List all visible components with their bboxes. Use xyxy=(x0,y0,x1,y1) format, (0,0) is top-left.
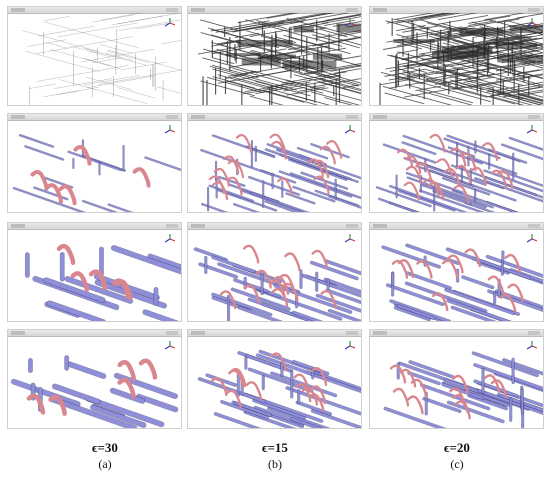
captions: ϵ=30 (a) ϵ=15 (b) ϵ=20 (c) xyxy=(0,440,550,476)
pipe-segments xyxy=(10,355,179,428)
axis-triad-icon xyxy=(527,341,537,350)
viewer-toolbar xyxy=(370,223,543,230)
toolbar-tab[interactable] xyxy=(11,115,25,119)
toolbar-tab[interactable] xyxy=(191,224,205,228)
wireframe-mesh xyxy=(379,13,543,105)
viewport-original-mesh-c[interactable] xyxy=(369,6,544,106)
toolbar-tab[interactable] xyxy=(11,224,25,228)
toolbar-tab[interactable] xyxy=(191,8,205,12)
pipe-segments xyxy=(383,351,543,428)
toolbar-controls[interactable] xyxy=(528,224,540,228)
toolbar-tab[interactable] xyxy=(373,115,387,119)
pipe-segments xyxy=(200,133,361,212)
axis-triad-icon xyxy=(527,234,537,243)
pipe-segments xyxy=(193,244,361,321)
toolbar-tab[interactable] xyxy=(373,8,387,12)
wireframe-mesh xyxy=(197,13,361,105)
toolbar-tab[interactable] xyxy=(11,8,25,12)
axis-triad-icon xyxy=(165,18,175,27)
axis-triad-icon xyxy=(527,125,537,134)
viewer-toolbar xyxy=(188,223,361,230)
viewport-cylinder-fit-a[interactable] xyxy=(7,222,182,322)
toolbar-controls[interactable] xyxy=(528,331,540,335)
toolbar-controls[interactable] xyxy=(346,331,358,335)
caption-label-c: (c) xyxy=(450,457,464,471)
pipe-segments xyxy=(12,133,181,212)
viewer-toolbar xyxy=(8,7,181,14)
caption-epsilon-a: ϵ=30 xyxy=(92,440,118,455)
viewer-toolbar xyxy=(8,114,181,121)
viewer-toolbar xyxy=(370,114,543,121)
pipe-segments xyxy=(197,349,361,428)
scene-render xyxy=(381,243,543,321)
viewport-segmented-pipes-b[interactable] xyxy=(187,113,362,213)
scene-render xyxy=(197,13,361,105)
toolbar-tab[interactable] xyxy=(373,224,387,228)
caption-epsilon-b: ϵ=15 xyxy=(262,440,288,455)
scene-render xyxy=(10,355,179,428)
axis-triad-icon xyxy=(165,125,175,134)
scene-render xyxy=(383,351,543,428)
viewport-original-mesh-a[interactable] xyxy=(7,6,182,106)
viewer-toolbar xyxy=(188,7,361,14)
axis-triad-icon xyxy=(345,18,355,27)
viewport-final-model-c[interactable] xyxy=(369,329,544,429)
toolbar-controls[interactable] xyxy=(346,8,358,12)
toolbar-controls[interactable] xyxy=(166,8,178,12)
figure-grid xyxy=(7,6,544,429)
toolbar-tab[interactable] xyxy=(11,331,25,335)
toolbar-controls[interactable] xyxy=(166,331,178,335)
viewer-toolbar xyxy=(188,114,361,121)
viewport-cylinder-fit-c[interactable] xyxy=(369,222,544,322)
pipe-segments xyxy=(375,133,543,212)
viewer-toolbar xyxy=(370,330,543,337)
viewer-toolbar xyxy=(8,223,181,230)
wireframe-mesh xyxy=(21,13,181,105)
viewport-final-model-b[interactable] xyxy=(187,329,362,429)
axis-triad-icon xyxy=(345,341,355,350)
viewport-cylinder-fit-b[interactable] xyxy=(187,222,362,322)
axis-triad-icon xyxy=(165,234,175,243)
toolbar-tab[interactable] xyxy=(191,115,205,119)
viewport-segmented-pipes-a[interactable] xyxy=(7,113,182,213)
scene-render xyxy=(193,244,361,321)
scene-render xyxy=(197,349,361,428)
toolbar-controls[interactable] xyxy=(528,115,540,119)
viewport-final-model-a[interactable] xyxy=(7,329,182,429)
axis-triad-icon xyxy=(345,125,355,134)
scene-render xyxy=(375,133,543,212)
viewport-segmented-pipes-c[interactable] xyxy=(369,113,544,213)
toolbar-controls[interactable] xyxy=(528,8,540,12)
toolbar-tab[interactable] xyxy=(373,331,387,335)
viewer-toolbar xyxy=(8,330,181,337)
viewport-original-mesh-b[interactable] xyxy=(187,6,362,106)
scene-render xyxy=(200,133,361,212)
toolbar-tab[interactable] xyxy=(191,331,205,335)
caption-label-a: (a) xyxy=(98,457,112,471)
caption-label-b: (b) xyxy=(268,457,282,471)
scene-render xyxy=(24,243,181,321)
viewer-toolbar xyxy=(188,330,361,337)
pipe-segments xyxy=(24,243,181,321)
toolbar-controls[interactable] xyxy=(346,224,358,228)
toolbar-controls[interactable] xyxy=(166,224,178,228)
scene-render xyxy=(12,133,181,212)
caption-epsilon-c: ϵ=20 xyxy=(444,440,470,455)
toolbar-controls[interactable] xyxy=(166,115,178,119)
scene-render xyxy=(21,13,181,105)
axis-triad-icon xyxy=(345,234,355,243)
toolbar-controls[interactable] xyxy=(346,115,358,119)
axis-triad-icon xyxy=(165,341,175,350)
scene-render xyxy=(379,13,543,105)
pipe-segments xyxy=(381,243,543,321)
axis-triad-icon xyxy=(527,18,537,27)
